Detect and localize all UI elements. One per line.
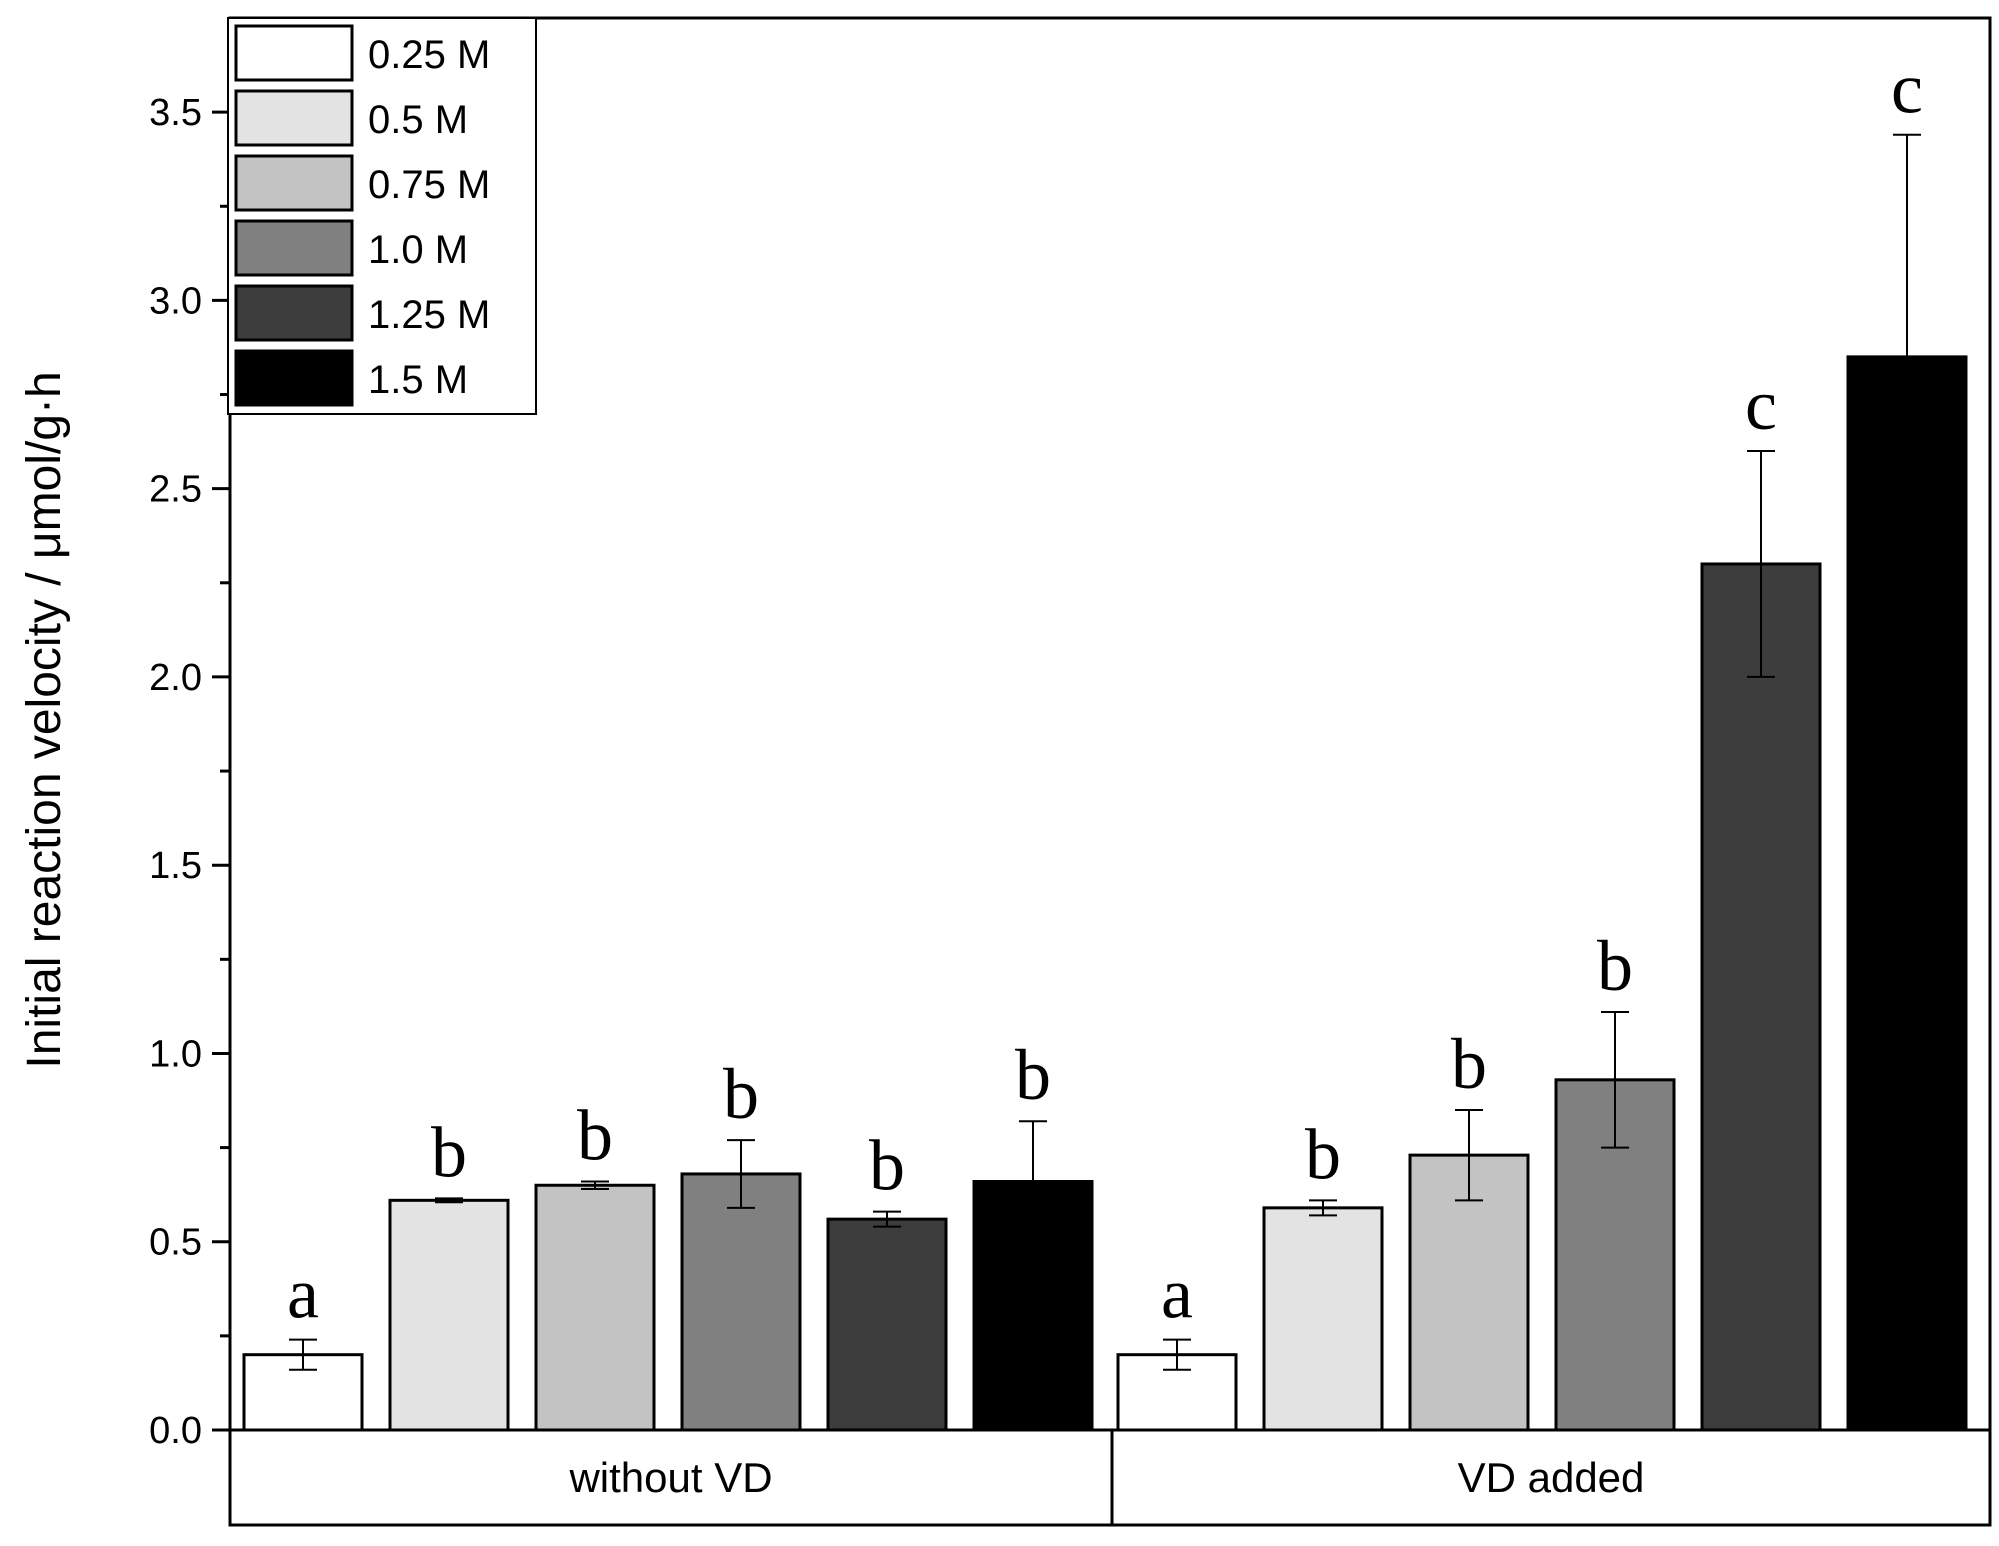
significance-letter: b [1597, 926, 1633, 1006]
group-label: without VD [568, 1454, 772, 1501]
y-tick-label: 0.5 [149, 1222, 202, 1264]
significance-letter: b [869, 1126, 905, 1206]
significance-letter: b [1015, 1035, 1051, 1115]
bar [534, 1183, 656, 1432]
significance-letter: b [577, 1095, 613, 1175]
legend-label: 1.0 M [368, 228, 468, 272]
legend-label: 0.25 M [368, 33, 490, 77]
bar [1262, 1206, 1384, 1432]
y-axis-title: Initial reaction velocity / μmol/g·h [18, 371, 71, 1068]
legend-label: 0.75 M [368, 163, 490, 207]
significance-letter: b [723, 1054, 759, 1134]
significance-letter: c [1745, 365, 1777, 445]
significance-letter: a [287, 1254, 319, 1334]
significance-letter: a [1161, 1254, 1193, 1334]
legend-label: 1.5 M [368, 358, 468, 402]
legend-box [227, 17, 537, 415]
significance-letter: b [431, 1112, 467, 1192]
legend-swatch [234, 24, 354, 82]
legend-swatch [234, 349, 354, 407]
y-tick-label: 2.5 [149, 469, 202, 511]
legend-label: 1.25 M [368, 293, 490, 337]
significance-letter: b [1451, 1024, 1487, 1104]
bar [826, 1217, 948, 1432]
legend-label: 0.5 M [368, 98, 468, 142]
y-tick-label: 0.0 [149, 1410, 202, 1452]
significance-letter: c [1891, 49, 1923, 129]
legend-swatch [234, 89, 354, 147]
y-tick-label: 1.0 [149, 1033, 202, 1075]
y-tick-label: 3.0 [149, 280, 202, 322]
legend-swatch [234, 284, 354, 342]
bar [680, 1172, 802, 1432]
legend-swatch [234, 219, 354, 277]
significance-letters-layer: a b b b b b a b b b c c [287, 49, 1923, 1334]
y-tick-label: 2.0 [149, 657, 202, 699]
significance-letter: b [1305, 1114, 1341, 1194]
y-axis: 0.0 0.5 1.0 1.5 2.0 2.5 3.0 3.5 [149, 92, 230, 1452]
group-label: VD added [1458, 1454, 1645, 1501]
bars-layer [242, 355, 1968, 1432]
bar [388, 1198, 510, 1432]
group-row-border [228, 1428, 1992, 1527]
y-tick-label: 1.5 [149, 845, 202, 887]
group-label-row: without VD VD added [568, 1454, 1644, 1501]
legend-swatch [234, 154, 354, 212]
error-bars-layer [289, 133, 1921, 1371]
bar [1554, 1078, 1676, 1432]
bar [1700, 562, 1822, 1432]
plot-frame [228, 16, 1992, 1527]
legend: 0.25 M 0.5 M 0.75 M 1.0 M 1.25 M 1.5 M [227, 17, 537, 415]
y-tick-label: 3.5 [149, 92, 202, 134]
